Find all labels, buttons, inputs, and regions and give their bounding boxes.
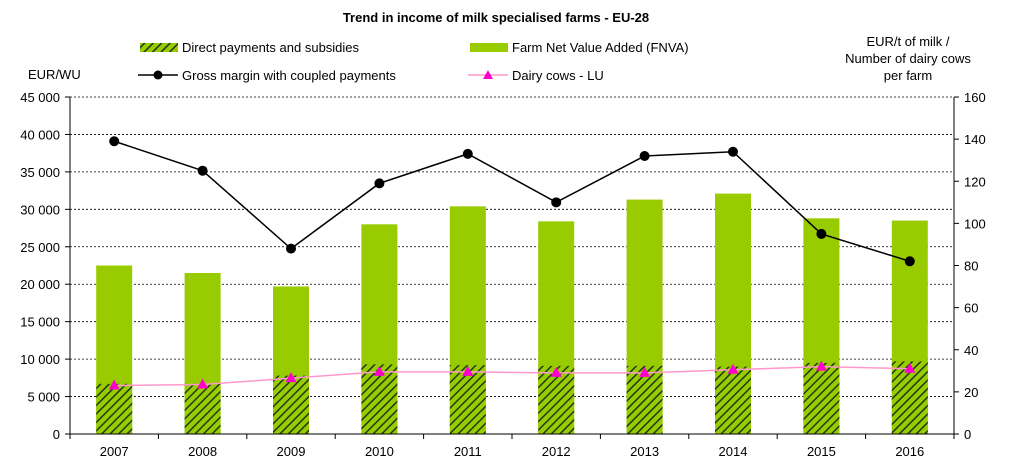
y-right-tick-label: 100 [964, 216, 986, 231]
bar-direct-payments-2011 [449, 365, 486, 434]
y-right-tick-label: 120 [964, 174, 986, 189]
y-right-tick-label: 0 [964, 427, 971, 442]
dairy-cows-point-2012 [550, 366, 562, 377]
y-right-tick-label: 160 [964, 90, 986, 105]
dairy-cows-point-2015 [815, 360, 827, 371]
y-left-tick-label: 15 000 [20, 315, 60, 330]
gross-margin-point-2009 [286, 243, 296, 254]
y-left-tick-label: 30 000 [20, 202, 60, 217]
y-left-tick-label: 45 000 [20, 90, 60, 105]
bar-direct-payments-2008 [184, 383, 221, 434]
gross-margin-point-2016 [904, 256, 915, 267]
x-tick-label-2008: 2008 [188, 444, 217, 459]
bar-direct-payments-2012 [538, 365, 575, 434]
y-left-tick-label: 0 [53, 427, 60, 442]
dairy-cows-point-2013 [639, 366, 651, 377]
bars-fnva [96, 193, 928, 434]
x-tick-label-2016: 2016 [895, 444, 924, 459]
bar-direct-payments-2016 [891, 361, 928, 434]
gross-margin-point-2013 [639, 150, 650, 161]
legend-label-gross-margin: Gross margin with coupled payments [182, 68, 396, 83]
dairy-cows-point-2014 [727, 363, 739, 374]
legend-label-dairy-cows: Dairy cows - LU [512, 68, 604, 83]
y-right-tick-label: 40 [964, 343, 978, 358]
y-left-axis-label: EUR/WU [28, 67, 81, 82]
x-tick-labels: 2007 2008 2009 2010 2011 2012 2013 2014 2015 2016 [100, 444, 925, 459]
axes [65, 96, 959, 439]
y-right-axis-label-line-3: per farm [884, 68, 932, 83]
line-dairy-cows [108, 360, 916, 390]
y-right-axis-label-line-1: EUR/t of milk / [866, 34, 949, 49]
x-tick-label-2011: 2011 [454, 444, 482, 459]
gross-margin-point-2011 [462, 148, 473, 159]
legend-label-direct-payments: Direct payments and subsidies [182, 40, 360, 55]
x-tick-label-2010: 2010 [365, 444, 394, 459]
legend-swatch-direct-payments [140, 43, 178, 52]
x-tick-label-2015: 2015 [807, 444, 836, 459]
y-right-tick-label: 20 [964, 385, 978, 400]
y-right-tick-labels: 0 20 40 60 80 100 120 140 160 [964, 90, 986, 442]
y-left-tick-label: 20 000 [20, 277, 60, 292]
y-left-tick-label: 40 000 [20, 127, 60, 142]
y-right-tick-label: 80 [964, 259, 978, 274]
gross-margin-point-2015 [816, 228, 827, 239]
y-left-tick-label: 10 000 [20, 352, 60, 367]
legend-label-fnva: Farm Net Value Added (FNVA) [512, 40, 689, 55]
line-gross-margin [109, 136, 915, 267]
dairy-cows-point-2016 [904, 362, 916, 373]
legend-marker-gross-margin [153, 70, 163, 80]
bar-direct-payments-2015 [803, 362, 840, 434]
bar-direct-payments-2009 [273, 375, 309, 434]
chart-title: Trend in income of milk specialised farm… [343, 10, 649, 25]
dairy-cows-point-2007 [108, 379, 120, 390]
bar-direct-payments-2010 [361, 364, 398, 434]
bar-direct-payments-2007 [96, 383, 133, 434]
legend-marker-dairy-cows [483, 70, 493, 79]
y-left-tick-label: 25 000 [20, 240, 60, 255]
x-tick-label-2014: 2014 [719, 444, 748, 459]
x-tick-label-2007: 2007 [100, 444, 129, 459]
y-left-tick-label: 35 000 [20, 165, 60, 180]
y-right-axis-label-line-2: Number of dairy cows [845, 51, 971, 66]
bar-direct-payments-2013 [626, 365, 663, 434]
dairy-cows-line-path [114, 365, 910, 387]
dairy-cows-point-2008 [197, 378, 209, 389]
gross-margin-line-path [113, 140, 911, 263]
legend: Direct payments and subsidies Farm Net V… [138, 40, 689, 83]
y-right-tick-label: 60 [964, 301, 978, 316]
y-left-tick-labels: 0 5 000 10 000 15 000 20 000 25 000 30 000 35 0… [20, 90, 60, 442]
x-tick-label-2009: 2009 [277, 444, 306, 459]
dairy-cows-point-2011 [462, 365, 474, 376]
x-tick-label-2013: 2013 [630, 444, 659, 459]
gross-margin-point-2010 [374, 178, 385, 189]
bar-direct-payments-2014 [715, 366, 751, 434]
legend-swatch-fnva [470, 43, 508, 52]
dairy-cows-point-2009 [285, 372, 297, 383]
bars-direct-payments [96, 361, 928, 434]
y-right-tick-label: 140 [964, 132, 986, 147]
gross-margin-point-2014 [728, 146, 738, 157]
gross-margin-point-2012 [551, 197, 562, 208]
gross-margin-point-2007 [109, 136, 120, 147]
x-tick-label-2012: 2012 [542, 444, 571, 459]
gross-margin-point-2008 [197, 165, 208, 176]
y-left-tick-label: 5 000 [27, 390, 60, 405]
dairy-cows-point-2010 [373, 365, 385, 376]
